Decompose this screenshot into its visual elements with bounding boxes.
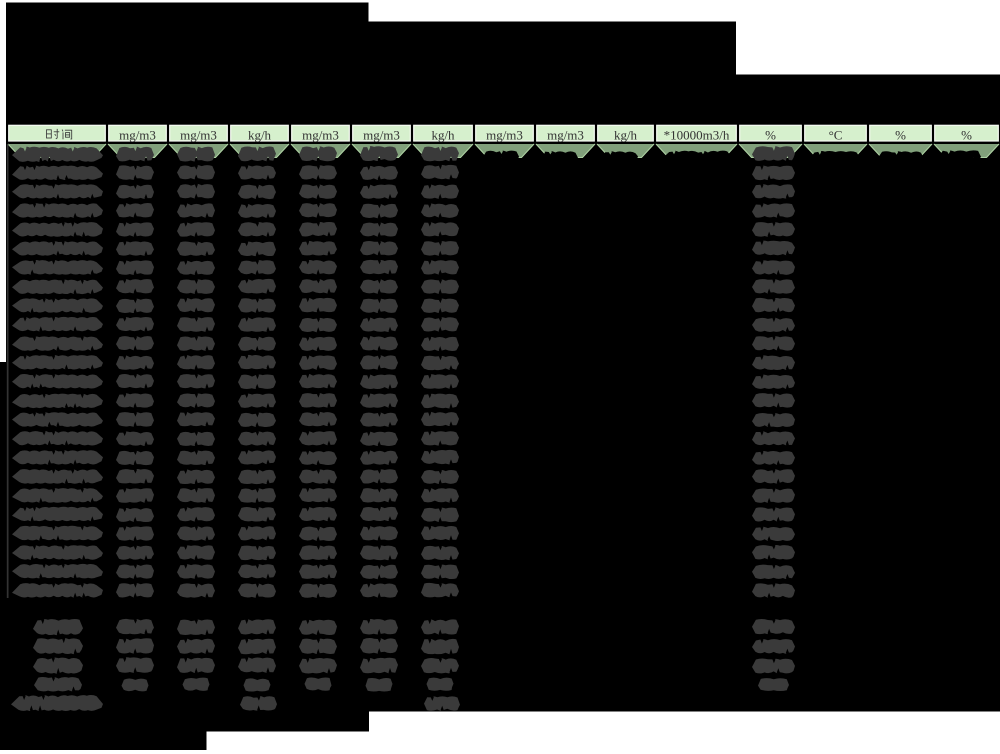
svg-text:mg/m3: mg/m3 (363, 128, 400, 143)
svg-text:mg/m3: mg/m3 (119, 128, 156, 143)
svg-text:kg/h: kg/h (248, 128, 272, 143)
svg-text:kg/h: kg/h (431, 128, 455, 143)
svg-text:%: % (961, 128, 972, 143)
svg-text:kg/h: kg/h (614, 128, 638, 143)
svg-text:mg/m3: mg/m3 (547, 128, 584, 143)
svg-text:*10000m3/h: *10000m3/h (664, 128, 730, 143)
svg-text:mg/m3: mg/m3 (302, 128, 339, 143)
svg-text:°C: °C (829, 128, 843, 143)
svg-text:%: % (895, 128, 906, 143)
svg-text:mg/m3: mg/m3 (180, 128, 217, 143)
svg-text:mg/m3: mg/m3 (486, 128, 523, 143)
svg-text:%: % (765, 128, 776, 143)
